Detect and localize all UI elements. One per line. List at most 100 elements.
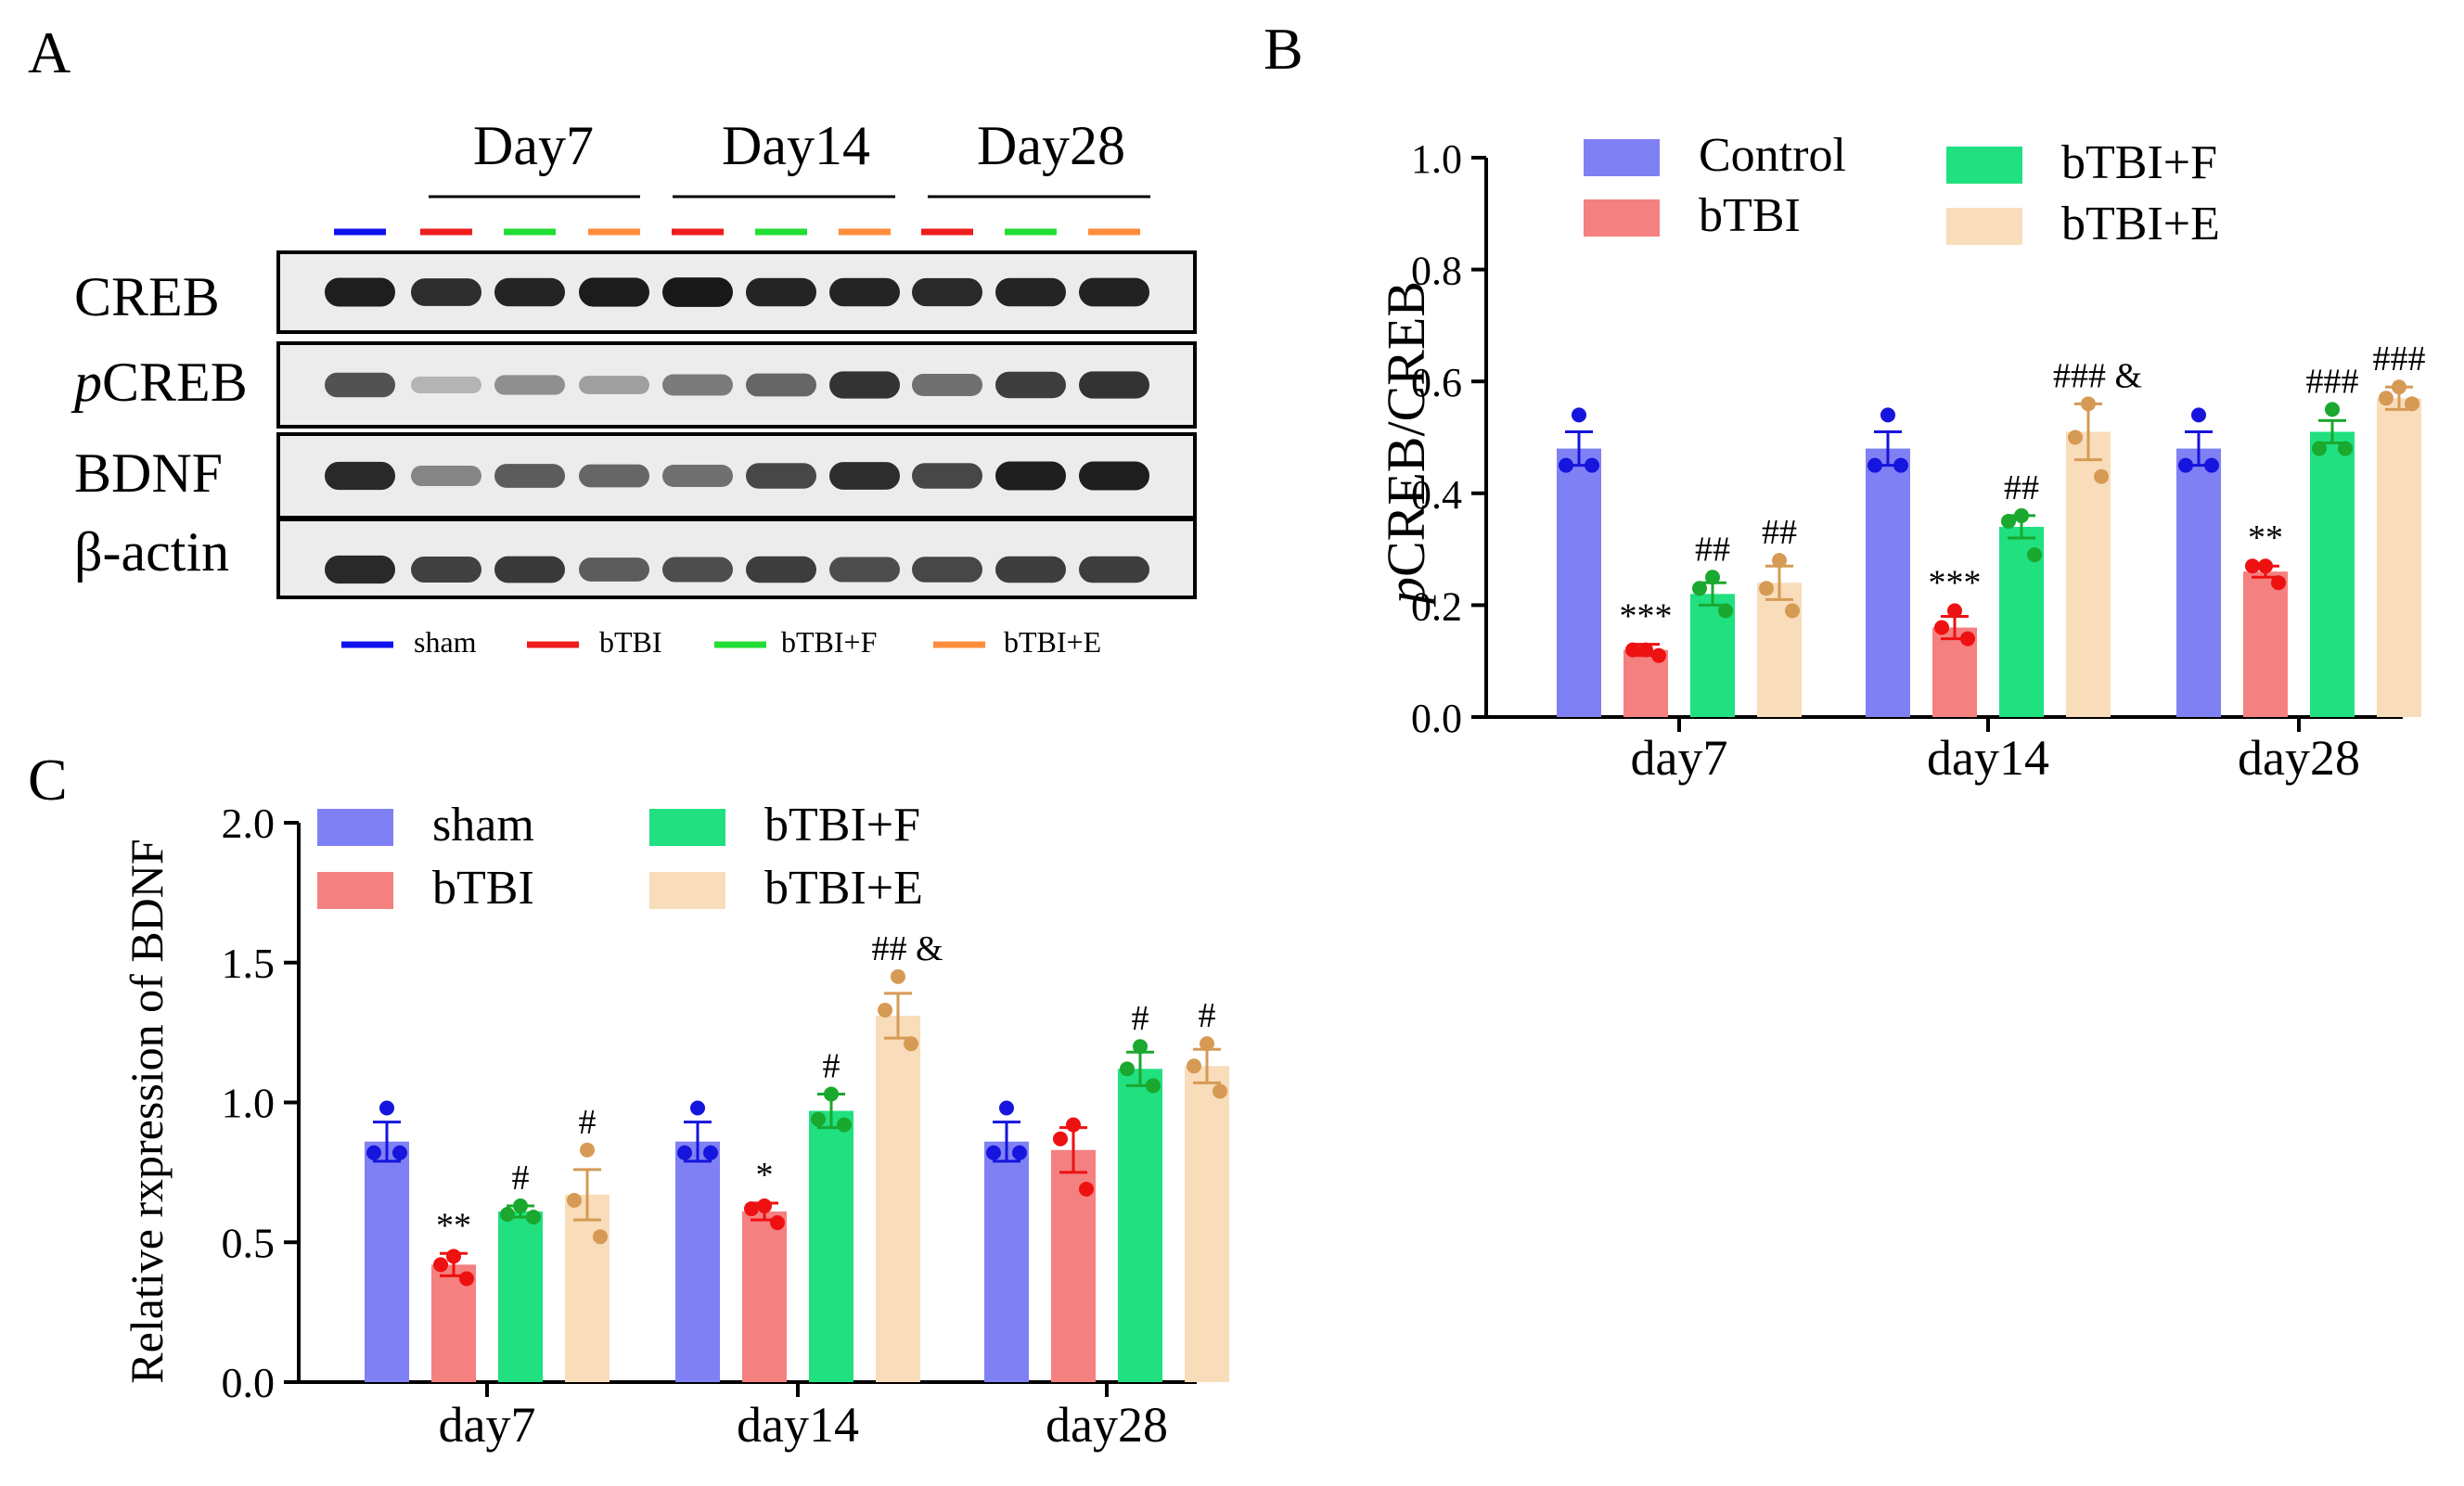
significance-label: #: [1132, 999, 1149, 1038]
y-tick-label: 0.5: [222, 1219, 276, 1266]
blot-band: [746, 373, 816, 397]
blot-band: [1079, 461, 1149, 491]
chart-pcreb-creb: pCREB/CREB 0.0 0.2 0.4 0.6 0.8 1.0 day7 day14 da…: [1376, 129, 2426, 786]
data-point: [1625, 642, 1640, 658]
data-point: [379, 1100, 394, 1116]
data-point: [2312, 441, 2327, 456]
blot-strip-bdnf: [276, 432, 1197, 519]
bar-btbi-f-day7: [498, 1211, 543, 1382]
category-label-day28: day28: [1046, 1397, 1168, 1453]
y-tick-label: 0.2: [1411, 583, 1462, 629]
bar-sham-day28: [984, 1141, 1029, 1382]
bar-control-day14: [1866, 448, 1910, 717]
blot-band: [411, 556, 481, 583]
bar-btbi-f-day28: [1118, 1069, 1162, 1382]
blot-row-labels: CREB pCREB BDNF β-actin: [71, 266, 248, 583]
blot-label-beta-actin: β-actin: [74, 521, 229, 583]
legend-swatch-sham: [317, 809, 393, 846]
category-label-day7: day7: [439, 1397, 536, 1453]
y-tick-label: 0.6: [1411, 360, 1462, 405]
bar-control-day7: [1557, 448, 1601, 717]
blot-band: [579, 464, 649, 488]
significance-label: ### &: [2053, 356, 2142, 395]
data-point: [1947, 603, 1962, 619]
significance-label: ***: [1929, 563, 1982, 602]
blot-strip-creb: [276, 250, 1197, 334]
data-point: [2392, 379, 2406, 395]
significance-label: #: [1199, 996, 1216, 1035]
blot-legend: sham bTBI bTBI+F bTBI+E: [341, 625, 1101, 659]
blot-band: [494, 277, 565, 307]
data-point: [1559, 457, 1573, 473]
data-point: [433, 1257, 448, 1273]
data-point: [904, 1036, 918, 1052]
significance-label: #: [512, 1159, 530, 1198]
legend-label-btbi-e: bTBI+E: [2061, 198, 2220, 250]
chart-bdnf-expression: Relative rxpression of BDNF 0.0 0.5 1.0 1.5…: [121, 799, 1229, 1453]
data-point: [1200, 1036, 1214, 1052]
blot-band: [325, 277, 395, 307]
blot-band: [325, 555, 395, 584]
bar-btbi-e-day28: [1185, 1066, 1229, 1382]
blot-band: [411, 278, 481, 306]
data-point: [2245, 558, 2260, 574]
blot-band: [829, 277, 900, 307]
data-point: [2379, 391, 2393, 406]
blot-band: [995, 371, 1066, 399]
blot-band: [411, 465, 481, 487]
data-point: [1053, 1131, 1068, 1147]
data-point: [690, 1100, 705, 1116]
blot-band: [746, 556, 816, 583]
blot-band: [662, 465, 733, 487]
significance-label: ##: [2004, 468, 2039, 507]
data-point: [770, 1215, 785, 1231]
data-point: [824, 1086, 839, 1102]
blot-band: [662, 557, 733, 583]
data-point: [1213, 1083, 1227, 1099]
legend-swatch-control: [1584, 139, 1660, 176]
blot-label-creb: CREB: [74, 266, 220, 327]
blot-label-bdnf: BDNF: [74, 442, 223, 504]
blot-band: [829, 371, 900, 399]
bar-sham-day7: [365, 1141, 409, 1382]
bar-sham-day14: [675, 1141, 720, 1382]
blot-band: [829, 462, 900, 490]
significance-label: ***: [1620, 597, 1673, 636]
legend-label-btbi: bTBI: [1699, 189, 1801, 242]
data-point: [392, 1145, 407, 1160]
data-point: [1133, 1039, 1148, 1055]
data-point: [2271, 575, 2286, 591]
blot-band: [829, 557, 900, 583]
legend-swatch-btbi-e: [1946, 208, 2022, 245]
blot-band: [1079, 371, 1149, 399]
data-point: [2338, 441, 2353, 456]
legend-label-btbi-e: bTBI+E: [764, 862, 923, 915]
data-point: [513, 1198, 528, 1214]
category-label-day14: day14: [737, 1397, 859, 1453]
data-point: [2191, 407, 2206, 423]
significance-label: #: [579, 1103, 597, 1142]
legend-label-btbi-f: bTBI+F: [764, 799, 920, 852]
data-point: [1934, 620, 1949, 635]
y-tick-label: 0.0: [1411, 696, 1462, 741]
data-point: [1638, 642, 1653, 658]
data-point: [999, 1100, 1014, 1116]
data-point: [2325, 402, 2340, 417]
data-point: [1585, 457, 1599, 473]
legend-label-btbi: bTBI: [432, 862, 534, 915]
data-point: [580, 1142, 595, 1158]
legend-swatch-btbi-f: [649, 809, 725, 846]
data-point: [1785, 603, 1800, 619]
data-point: [1079, 1181, 1094, 1197]
blot-band: [912, 463, 982, 489]
blot-band: [662, 277, 733, 307]
panel-label-c: C: [28, 747, 68, 813]
blot-strip-actin: [276, 518, 1197, 599]
data-point: [459, 1271, 474, 1287]
significance-label: ###: [2306, 362, 2359, 401]
category-label-day14: day14: [1927, 730, 2049, 786]
data-point: [2094, 468, 2109, 484]
data-point: [2258, 558, 2273, 574]
significance-label: ##: [1695, 530, 1730, 569]
